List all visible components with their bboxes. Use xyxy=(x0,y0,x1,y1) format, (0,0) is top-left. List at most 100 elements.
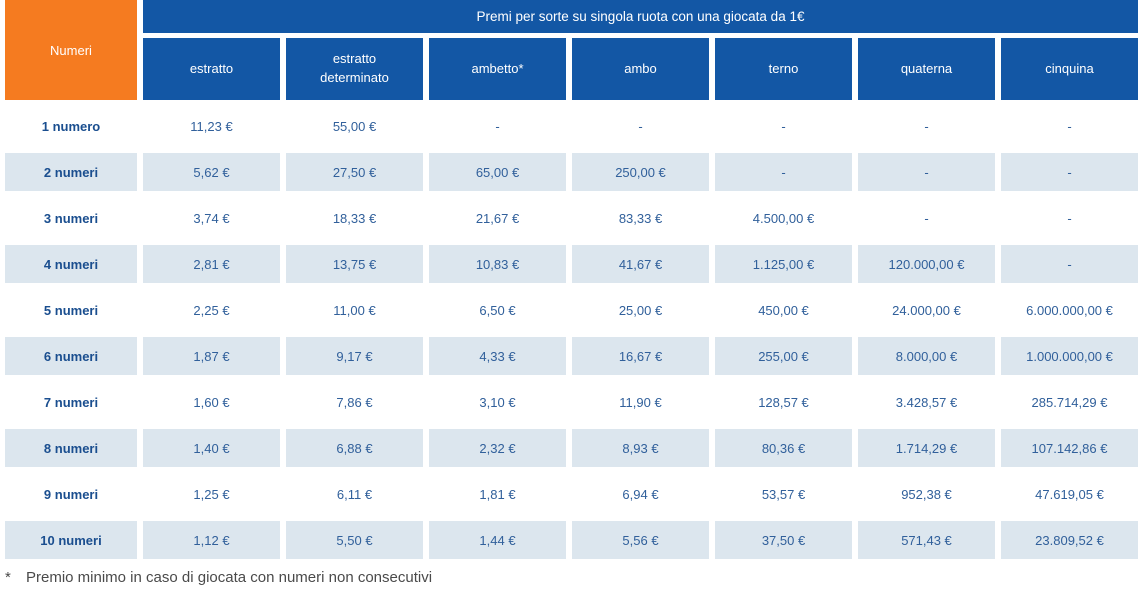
prize-cell: 27,50 € xyxy=(286,153,423,191)
prize-cell: 1,60 € xyxy=(193,394,230,410)
prize-cell: 1,81 € xyxy=(479,486,516,502)
prize-cell: 255,00 € xyxy=(715,337,852,375)
prize-cell: 18,33 € xyxy=(332,210,377,226)
table-row: 6 numeri 1,87 €9,17 €4,33 €16,67 €255,00 … xyxy=(5,333,1138,379)
prize-cell: 1,12 € xyxy=(143,521,280,559)
prize-cell: 2,25 € xyxy=(193,302,230,318)
table-row: 5 numeri 2,25 € 11,00 € 6,50 € 25,00 € 450,00… xyxy=(5,287,1138,333)
prize-cell: 3,74 € xyxy=(193,210,230,226)
prize-cell: - xyxy=(1001,153,1138,191)
prize-cell: 5,56 € xyxy=(572,521,709,559)
prize-cell: - xyxy=(781,118,786,134)
prize-cell: 55,00 € xyxy=(332,118,377,134)
prize-cell: 10,83 € xyxy=(429,245,566,283)
prize-cell: 83,33 € xyxy=(618,210,663,226)
prize-cell: 571,43 € xyxy=(858,521,995,559)
prize-cell: 3,10 € xyxy=(479,394,516,410)
prize-cell: 5,50 € xyxy=(286,521,423,559)
numeri-corner-cell: Numeri xyxy=(5,0,137,100)
table-row: 8 numeri 1,40 €6,88 €2,32 €8,93 €80,36 €1… xyxy=(5,425,1138,471)
prize-cell: 80,36 € xyxy=(715,429,852,467)
prize-cell: 1.000.000,00 € xyxy=(1001,337,1138,375)
prize-cell: 1,40 € xyxy=(143,429,280,467)
prize-cell: 13,75 € xyxy=(286,245,423,283)
footnote-text: Premio minimo in caso di giocata con num… xyxy=(26,569,433,586)
prize-cell: 24.000,00 € xyxy=(892,302,961,318)
table-row: 3 numeri 3,74 € 18,33 € 21,67 € 83,33 € 4.500… xyxy=(5,195,1138,241)
row-label: 3 numeri xyxy=(43,210,99,226)
table-row: 7 numeri 1,60 € 7,86 € 3,10 € 11,90 € 128,57 … xyxy=(5,379,1138,425)
numeri-corner-label: Numeri xyxy=(50,42,92,58)
table-row: 4 numeri 2,81 €13,75 €10,83 €41,67 €1.125… xyxy=(5,241,1138,287)
prize-cell: 6,94 € xyxy=(622,486,659,502)
table-row: 9 numeri 1,25 € 6,11 € 1,81 € 6,94 € 53,57 € 9… xyxy=(5,471,1138,517)
prize-cell: 3.428,57 € xyxy=(895,394,958,410)
prize-cell: 37,50 € xyxy=(715,521,852,559)
footnote: * Premio minimo in caso di giocata con n… xyxy=(5,569,1138,586)
prize-cell: - xyxy=(1067,118,1072,134)
prize-cell: 53,57 € xyxy=(761,486,806,502)
prize-cell: 285.714,29 € xyxy=(1031,394,1108,410)
row-label: 7 numeri xyxy=(43,394,99,410)
prize-cell: 2,81 € xyxy=(143,245,280,283)
prize-cell: 1,87 € xyxy=(143,337,280,375)
column-header-estratto-determinato: estratto determinato xyxy=(286,38,423,100)
prize-cell: 5,62 € xyxy=(143,153,280,191)
prize-cell: 952,38 € xyxy=(901,486,952,502)
prize-cell: - xyxy=(638,118,643,134)
table-title: Premi per sorte su singola ruota con una… xyxy=(143,0,1138,33)
row-label: 5 numeri xyxy=(43,302,99,318)
table-row: 10 numeri 1,12 €5,50 €1,44 €5,56 €37,50 €… xyxy=(5,517,1138,563)
prize-cell: 1.714,29 € xyxy=(858,429,995,467)
prize-cell: 450,00 € xyxy=(758,302,809,318)
row-label: 9 numeri xyxy=(43,486,99,502)
prize-cell: 25,00 € xyxy=(618,302,663,318)
prize-cell: 11,23 € xyxy=(190,118,233,134)
prize-cell: 9,17 € xyxy=(286,337,423,375)
prize-cell: - xyxy=(1001,245,1138,283)
prize-cell: 47.619,05 € xyxy=(1035,486,1104,502)
prize-cell: 7,86 € xyxy=(336,394,373,410)
table-row: 2 numeri 5,62 €27,50 €65,00 €250,00 € - - - xyxy=(5,149,1138,195)
table-body: 1 numero 11,23 € 55,00 € - - - - - 2 numeri 5,62 … xyxy=(0,103,1145,563)
prize-cell: 2,32 € xyxy=(429,429,566,467)
footnote-asterisk: * xyxy=(5,569,11,586)
prize-cell: - xyxy=(495,118,500,134)
prize-cell: 4,33 € xyxy=(429,337,566,375)
column-header-ambo: ambo xyxy=(572,38,709,100)
column-header-ambetto: ambetto* xyxy=(429,38,566,100)
prize-cell: 11,90 € xyxy=(619,394,662,410)
table-row: 1 numero 11,23 € 55,00 € - - - - - xyxy=(5,103,1138,149)
prize-cell: 8,93 € xyxy=(572,429,709,467)
prize-cell: 6,50 € xyxy=(479,302,516,318)
prize-cell: 1.125,00 € xyxy=(715,245,852,283)
column-header-estratto: estratto xyxy=(143,38,280,100)
row-label: 10 numeri xyxy=(5,521,137,559)
prize-cell: 6.000.000,00 € xyxy=(1026,302,1113,318)
row-label: 1 numero xyxy=(41,118,101,134)
prize-cell: 120.000,00 € xyxy=(858,245,995,283)
column-header-terno: terno xyxy=(715,38,852,100)
prize-cell: 4.500,00 € xyxy=(752,210,815,226)
prize-cell: 6,88 € xyxy=(286,429,423,467)
column-header-cinquina: cinquina xyxy=(1001,38,1138,100)
prize-cell: 16,67 € xyxy=(572,337,709,375)
prize-cell: - xyxy=(715,153,852,191)
prize-cell: 21,67 € xyxy=(475,210,520,226)
prize-cell: 107.142,86 € xyxy=(1001,429,1138,467)
prize-cell: - xyxy=(924,210,929,226)
prize-cell: 1,44 € xyxy=(429,521,566,559)
prize-cell: 250,00 € xyxy=(572,153,709,191)
prize-cell: 11,00 € xyxy=(333,302,376,318)
row-label: 2 numeri xyxy=(5,153,137,191)
prize-cell: 6,11 € xyxy=(336,486,373,502)
prize-cell: 128,57 € xyxy=(758,394,809,410)
column-header-quaterna: quaterna xyxy=(858,38,995,100)
prize-cell: - xyxy=(924,118,929,134)
row-label: 8 numeri xyxy=(5,429,137,467)
prize-cell: 65,00 € xyxy=(429,153,566,191)
prize-cell: 41,67 € xyxy=(572,245,709,283)
prize-cell: - xyxy=(1067,210,1072,226)
table-header: Numeri Premi per sorte su singola ruota … xyxy=(5,0,1138,100)
